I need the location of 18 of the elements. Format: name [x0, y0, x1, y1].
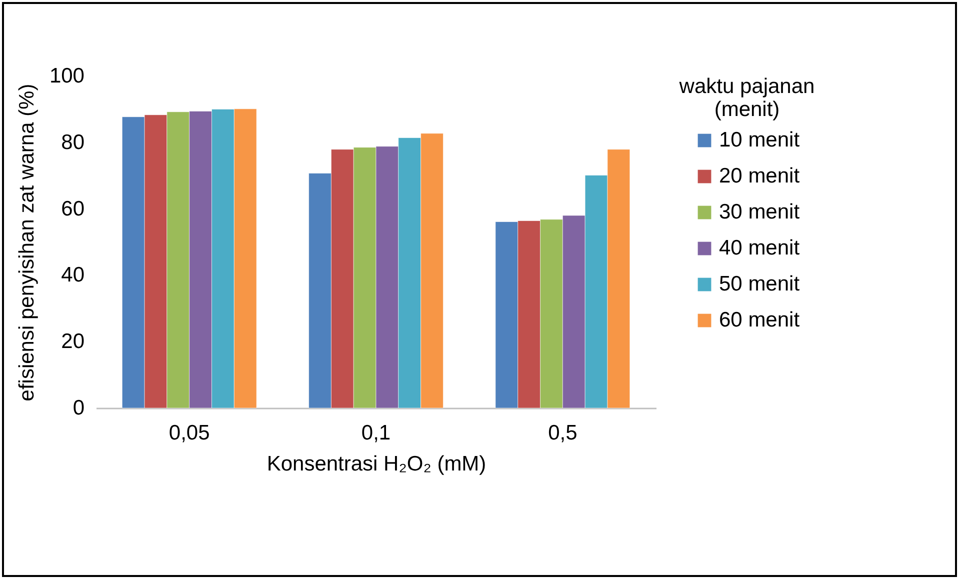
legend-label: 10 menit [719, 128, 800, 152]
y-tick-label: 40 [61, 264, 84, 287]
y-tick-label: 20 [61, 330, 84, 354]
legend-label: 30 menit [719, 200, 800, 224]
legend-label: 60 menit [719, 308, 800, 332]
y-tick-label: 60 [61, 197, 84, 220]
y-tick-label: 80 [61, 130, 84, 154]
legend-label: 50 menit [719, 272, 800, 296]
y-axis-title: efisiensi penyisihan zat warna (%) [15, 84, 38, 402]
x-tick-label: 0,05 [168, 422, 210, 444]
y-tick-label: 0 [72, 396, 84, 420]
legend-label: 40 menit [719, 236, 800, 260]
x-axis-title: Konsentrasi H₂O₂ (mM) [266, 452, 486, 476]
y-tick-label: 100 [49, 64, 84, 88]
legend-label: 20 menit [719, 164, 800, 188]
x-tick-label: 0,5 [548, 422, 578, 444]
x-tick-label: 0,1 [361, 422, 391, 444]
legend-title: waktu pajanan (menit) [678, 75, 815, 121]
